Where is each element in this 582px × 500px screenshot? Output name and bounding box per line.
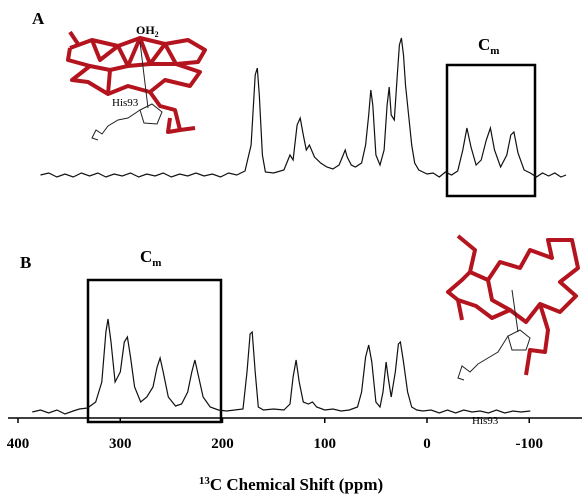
region-box bbox=[88, 280, 221, 422]
panel-label: A bbox=[32, 9, 45, 28]
spectrum bbox=[32, 319, 530, 414]
x-tick-label: 200 bbox=[211, 436, 234, 452]
x-tick-label: 0 bbox=[423, 436, 431, 452]
box-label: Cm bbox=[140, 247, 161, 269]
x-tick-label: 300 bbox=[109, 436, 132, 452]
box-sub: m bbox=[152, 257, 161, 269]
ligand-text: OH bbox=[136, 23, 155, 37]
x-tick-label: 100 bbox=[314, 436, 337, 452]
x-label-text: C Chemical Shift (ppm) bbox=[210, 475, 383, 494]
box-sub: m bbox=[490, 45, 499, 57]
residue-label: His93 bbox=[472, 415, 499, 427]
x-label-sup: 13 bbox=[199, 475, 211, 487]
box-text: C bbox=[140, 247, 152, 266]
heme-structure bbox=[448, 236, 578, 375]
residue-label: His93 bbox=[112, 97, 139, 109]
box-label: Cm bbox=[478, 35, 499, 57]
page: {"chart_data":{"type":"line", "xlabel":{… bbox=[0, 0, 582, 500]
x-axis-label: 13C Chemical Shift (ppm) bbox=[199, 475, 383, 494]
chart: OH2 His93 His93 Cm Cm 13C Chemical Shift… bbox=[0, 0, 582, 500]
ligand-sub: 2 bbox=[155, 30, 159, 39]
heme-structure bbox=[68, 32, 205, 132]
x-tick-label: -100 bbox=[516, 436, 544, 452]
ligand-label: OH2 bbox=[136, 23, 159, 39]
panel-label: B bbox=[20, 253, 31, 272]
x-tick-label: 400 bbox=[7, 436, 30, 452]
box-text: C bbox=[478, 35, 490, 54]
